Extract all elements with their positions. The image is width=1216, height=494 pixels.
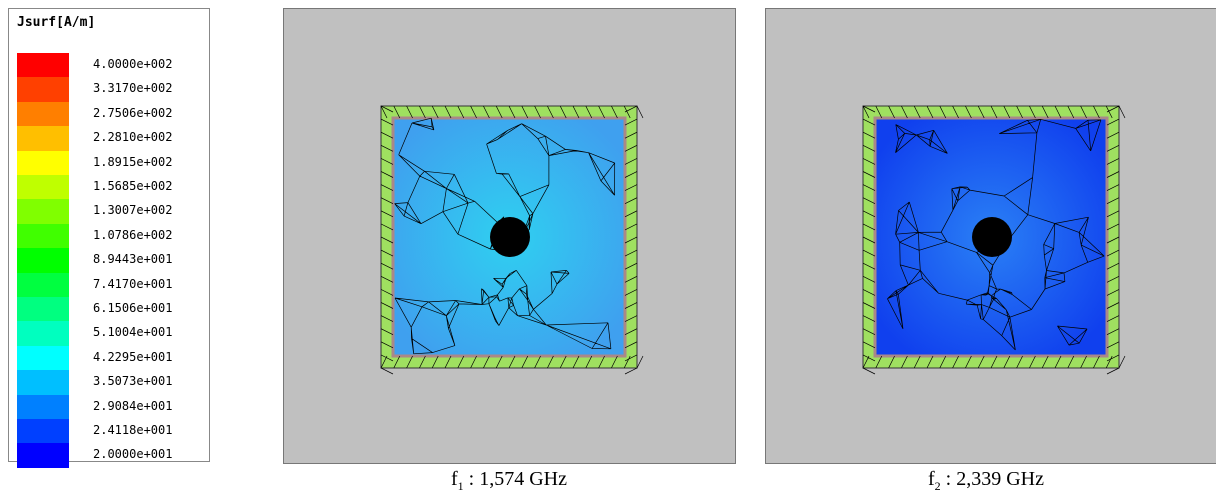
legend-label: 4.2295e+001 <box>93 349 173 364</box>
legend-label: 5.1004e+001 <box>93 325 173 340</box>
legend-label: 6.1506e+001 <box>93 301 173 315</box>
legend-label: 4.0000e+002 <box>93 57 173 71</box>
legend-entry: 4.0000e+002 <box>17 53 207 78</box>
feed-point <box>972 217 1012 257</box>
legend-entry: 2.0000e+001 <box>17 443 207 469</box>
color-swatch <box>17 394 69 420</box>
color-swatch <box>17 199 69 225</box>
legend-entry: 8.9443e+001 <box>17 248 207 274</box>
simulation-panel <box>283 8 736 464</box>
legend-label: 8.9443e+001 <box>93 252 173 267</box>
legend-entry: 6.1506e+001 <box>17 297 207 322</box>
legend-entry: 5.1004e+001 <box>17 321 207 347</box>
color-swatch <box>17 297 69 322</box>
color-swatch <box>17 419 69 444</box>
legend-entry: 3.5073e+001 <box>17 370 207 396</box>
legend-entry: 1.5685e+002 <box>17 175 207 200</box>
legend-label: 2.0000e+001 <box>93 447 173 462</box>
color-swatch <box>17 443 69 469</box>
legend-label: 3.3170e+002 <box>93 81 173 96</box>
legend-label: 2.7506e+002 <box>93 105 173 120</box>
field-plot <box>380 105 644 375</box>
legend-label: 7.4170e+001 <box>93 276 173 291</box>
caption: f1 : 1,574 GHz <box>359 468 659 494</box>
field-plot <box>862 105 1126 375</box>
legend-label: 2.9084e+001 <box>93 398 173 413</box>
legend-entry: 2.2810e+002 <box>17 126 207 152</box>
color-swatch <box>17 272 69 298</box>
caption-text: : 2,339 GHz <box>945 468 1044 490</box>
caption-symbol: f <box>451 468 458 490</box>
legend-label: 1.8915e+002 <box>93 154 173 169</box>
simulation-panel <box>765 8 1216 464</box>
legend-title: Jsurf[A/m] <box>17 15 96 30</box>
legend-label: 1.3007e+002 <box>93 203 173 218</box>
legend-label: 2.2810e+002 <box>93 130 173 145</box>
legend-entry: 2.9084e+001 <box>17 394 207 420</box>
legend-label: 3.5073e+001 <box>93 374 173 389</box>
legend-entry: 1.8915e+002 <box>17 150 207 176</box>
color-swatch <box>17 77 69 103</box>
color-swatch <box>17 321 69 347</box>
legend-entry: 3.3170e+002 <box>17 77 207 103</box>
caption: f2 : 2,339 GHz <box>836 468 1136 494</box>
caption-symbol: f <box>928 468 935 490</box>
caption-subscript: 2 <box>934 479 941 493</box>
color-swatch <box>17 223 69 249</box>
mesh <box>862 105 1126 375</box>
color-legend: Jsurf[A/m] 4.0000e+002 3.3170e+002 2.7506e… <box>8 8 210 469</box>
legend-entry: 1.0786e+002 <box>17 223 207 249</box>
color-swatch <box>17 345 69 371</box>
legend-entry: 4.2295e+001 <box>17 345 207 371</box>
legend-entry: 2.4118e+001 <box>17 419 207 444</box>
legend-entry: 1.3007e+002 <box>17 199 207 225</box>
legend-label: 1.5685e+002 <box>93 179 173 193</box>
legend-label: 2.4118e+001 <box>93 423 173 437</box>
color-swatch <box>17 101 69 127</box>
caption-text: : 1,574 GHz <box>468 468 567 490</box>
color-swatch <box>17 370 69 396</box>
caption-subscript: 1 <box>457 479 464 493</box>
color-swatch <box>17 248 69 274</box>
legend-entry: 7.4170e+001 <box>17 272 207 298</box>
color-swatch <box>17 175 69 200</box>
legend-label: 1.0786e+002 <box>93 227 173 242</box>
color-swatch <box>17 126 69 152</box>
legend-entry: 2.7506e+002 <box>17 101 207 127</box>
color-swatch <box>17 53 69 78</box>
feed-point <box>490 217 530 257</box>
color-swatch <box>17 150 69 176</box>
